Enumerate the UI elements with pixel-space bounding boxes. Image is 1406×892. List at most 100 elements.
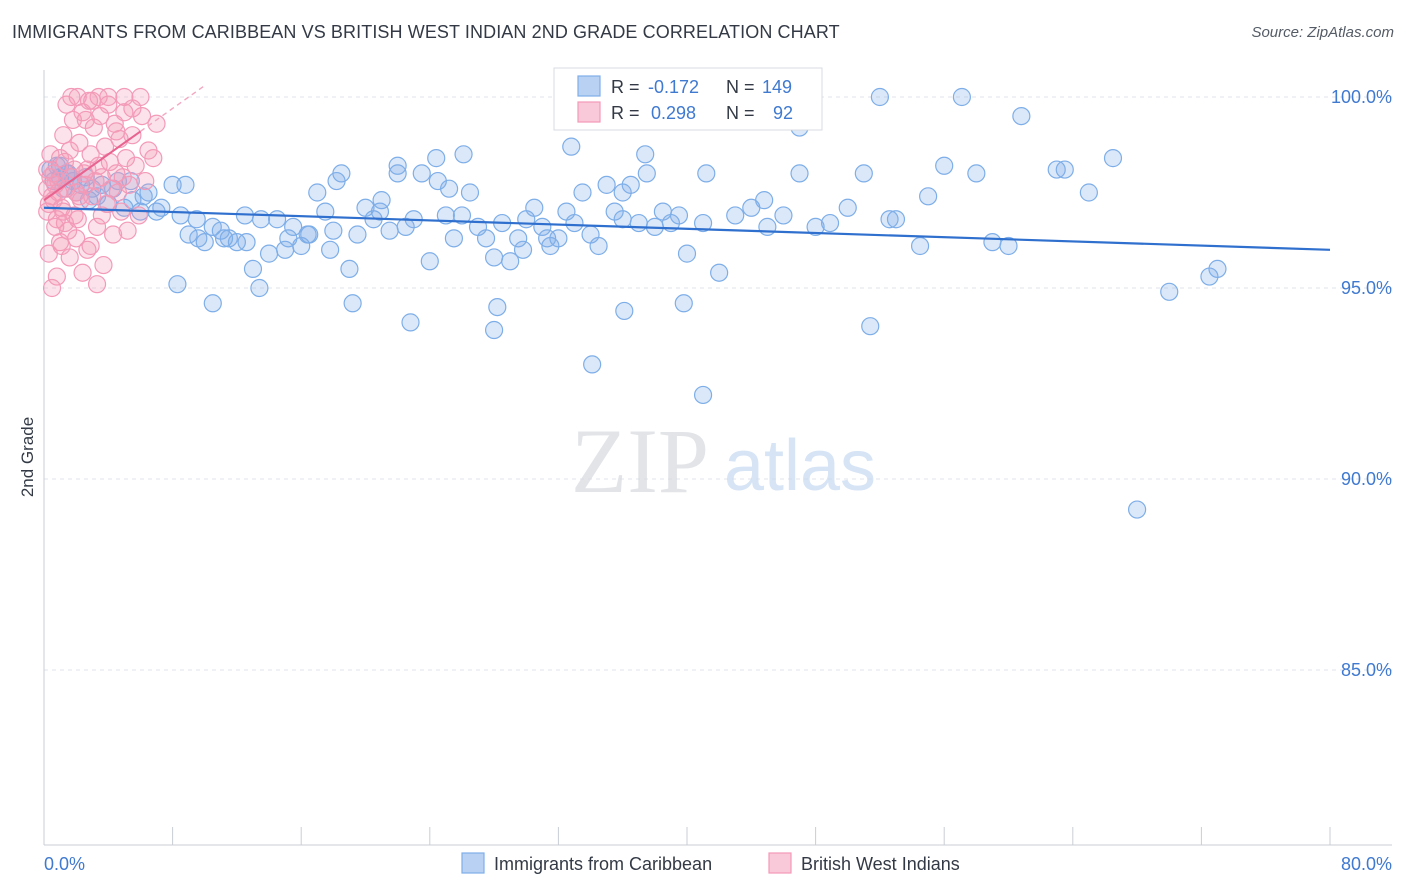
point-bwi-82 [144,149,163,168]
point-caribbean-21 [152,198,171,217]
point-bwi-28 [83,187,102,206]
point-caribbean-80 [629,213,648,233]
point-caribbean-133 [861,317,880,336]
point-bwi-54 [136,171,155,191]
point-caribbean-56 [436,206,455,225]
point-caribbean-145 [427,149,446,168]
point-bwi-87 [54,202,73,221]
point-bwi-90 [113,168,132,187]
trend-line-bwi [43,130,142,201]
stats-swatch-caribbean [577,75,601,97]
point-bwi-63 [73,263,92,282]
stats-r-value-caribbean: -0.172 [648,77,699,97]
point-caribbean-102 [999,236,1018,256]
point-caribbean-129 [755,191,774,210]
point-caribbean-61 [476,229,496,248]
legend-label-caribbean: Immigrants from Caribbean [494,854,712,874]
point-caribbean-121 [343,294,362,313]
point-caribbean-126 [615,301,634,321]
point-bwi-83 [147,114,166,133]
y-tick-label-2: 90.0% [1341,469,1392,489]
point-caribbean-146 [454,145,473,164]
point-caribbean-87 [693,213,713,233]
point-caribbean-139 [176,175,195,194]
trend-line-caribbean [43,206,1331,251]
point-caribbean-89 [726,206,745,225]
source-label: Source: ZipAtlas.com [1251,24,1394,41]
point-bwi-24 [76,175,95,194]
point-bwi-84 [70,187,89,206]
point-caribbean-23 [171,206,190,225]
point-caribbean-135 [693,385,713,405]
point-caribbean-75 [589,236,608,256]
stats-n-value-bwi: 92 [773,103,793,123]
point-caribbean-155 [203,294,222,313]
point-caribbean-107 [1160,282,1179,301]
y-tick-labels: 100.0% 95.0% 90.0% 85.0% [1331,87,1392,680]
axes [43,70,1392,846]
point-caribbean-143 [327,171,346,191]
point-caribbean-72 [565,213,584,233]
point-caribbean-109 [1208,259,1227,278]
series-legend: Immigrants from Caribbean British West I… [461,852,960,874]
stats-swatch-bwi [577,101,601,123]
point-bwi-41 [104,225,123,244]
point-caribbean-64 [501,252,520,271]
point-caribbean-85 [669,206,689,225]
point-caribbean-125 [583,355,602,374]
y-tick-label-0: 100.0% [1331,87,1392,107]
point-bwi-60 [55,213,74,233]
point-bwi-89 [92,206,111,225]
point-caribbean-42 [324,221,343,240]
point-caribbean-49 [380,221,399,240]
point-caribbean-22 [163,175,182,194]
stats-r-label-bwi: R = [611,103,640,123]
y-tick-label-1: 95.0% [1341,278,1392,298]
point-caribbean-81 [637,164,656,183]
point-caribbean-99 [935,156,954,175]
point-bwi-51 [126,156,145,175]
trend-lines [43,84,1331,251]
point-caribbean-147 [562,137,581,156]
point-bwi-78 [107,122,126,141]
point-caribbean-141 [321,240,340,259]
point-caribbean-58 [452,206,472,225]
x-tick-label-min: 0.0% [44,854,85,874]
stats-legend: R = -0.172 N = 149 R = 0.298 N = 92 [553,67,823,131]
point-caribbean-153 [1012,106,1031,126]
gridlines [44,96,1392,671]
point-caribbean-59 [460,183,480,202]
point-bwi-66 [38,160,57,179]
point-caribbean-118 [250,278,269,298]
point-caribbean-92 [774,206,793,225]
point-bwi-52 [129,206,148,225]
stats-r-label-caribbean: R = [611,77,640,97]
point-caribbean-88 [710,263,729,282]
point-bwi-81 [131,87,150,107]
point-bwi-57 [42,278,62,298]
point-bwi-32 [89,156,108,175]
point-bwi-88 [118,221,137,240]
point-caribbean-91 [758,217,777,236]
point-caribbean-86 [677,244,697,263]
point-bwi-11 [55,152,74,172]
point-caribbean-65 [509,229,528,248]
point-caribbean-78 [613,210,632,229]
point-caribbean-68 [533,217,552,236]
legend-swatch-bwi [768,852,792,874]
watermark-atlas: atlas [724,426,876,506]
chart-title: IMMIGRANTS FROM CARIBBEAN VS BRITISH WES… [12,22,840,42]
legend-label-bwi: British West Indians [801,854,960,874]
stats-n-label-bwi: N = [726,103,755,123]
point-bwi-62 [67,229,86,248]
point-caribbean-140 [214,229,234,248]
watermark-zip: ZIP [571,410,709,512]
point-caribbean-116 [168,275,187,294]
point-caribbean-62 [485,248,504,267]
trend-line-bwi-extension [140,84,206,132]
point-caribbean-25 [187,210,206,229]
point-caribbean-54 [420,252,439,271]
point-caribbean-73 [573,183,592,202]
point-caribbean-97 [886,210,906,229]
